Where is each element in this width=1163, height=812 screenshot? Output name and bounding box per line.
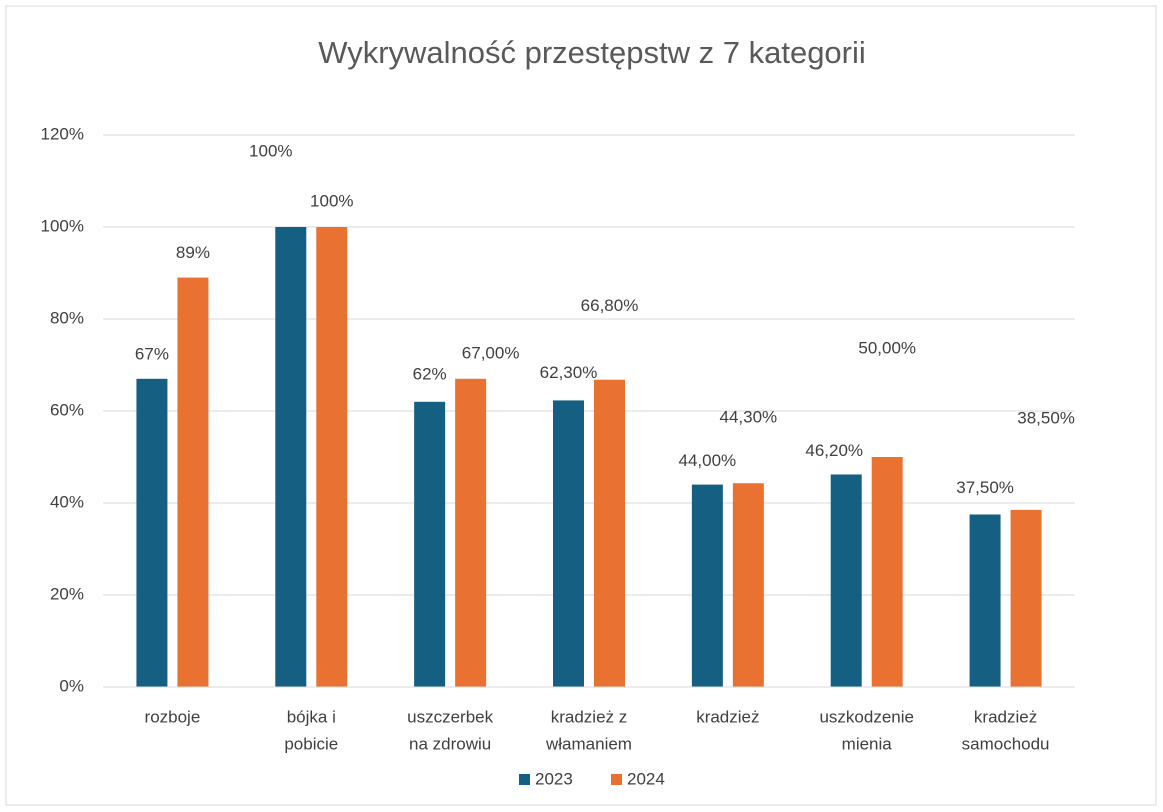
x-tick-label: kradzież z [551,707,628,726]
bar [414,401,446,687]
y-tick-label: 120% [41,124,84,143]
x-tick-label: włamaniem [545,734,632,753]
bar [830,474,862,687]
y-tick-label: 20% [50,584,84,603]
bar [691,484,723,687]
data-label: 44,30% [720,408,778,427]
bar [732,483,764,687]
bar [275,227,307,687]
y-tick-label: 60% [50,400,84,419]
data-label: 67% [135,344,169,363]
bar [455,378,487,687]
x-tick-label: bójka i [287,707,336,726]
x-tick-label: rozboje [145,707,201,726]
bar [136,378,168,687]
bar [594,379,625,687]
data-label: 89% [176,243,210,262]
y-tick-label: 100% [41,216,84,235]
bar [316,227,348,687]
bar [553,400,584,687]
bar [969,514,1001,687]
data-label: 46,20% [805,441,863,460]
x-tick-label: mienia [842,734,893,753]
data-label: 44,00% [679,451,737,470]
x-tick-label: kradzież [696,707,759,726]
y-tick-label: 40% [50,492,84,511]
data-label: 38,50% [1017,408,1075,427]
data-label: 67,00% [462,343,520,362]
legend-swatch [611,774,622,785]
y-tick-label: 0% [59,676,84,695]
data-label: 100% [310,191,353,210]
y-tick-label: 80% [50,308,84,327]
data-label: 62,30% [540,363,598,382]
bar [871,457,903,687]
x-tick-label: uszkodzenie [819,707,914,726]
legend-label: 2023 [535,769,573,788]
legend-label: 2024 [627,769,665,788]
x-tick-label: na zdrowiu [409,734,491,753]
data-label: 62% [413,364,447,383]
x-tick-label: pobicie [284,734,338,753]
x-tick-label: kradzież [974,707,1037,726]
chart-title: Wykrywalność przestępstw z 7 kategorii [318,35,866,70]
x-tick-label: uszczerbek [407,707,493,726]
data-label: 50,00% [858,338,916,357]
legend-swatch [519,774,530,785]
bar [177,277,209,687]
data-label: 37,50% [956,478,1014,497]
x-tick-label: samochodu [962,734,1050,753]
bar [1010,509,1042,687]
data-label: 66,80% [581,296,639,315]
data-label: 100% [249,141,292,160]
